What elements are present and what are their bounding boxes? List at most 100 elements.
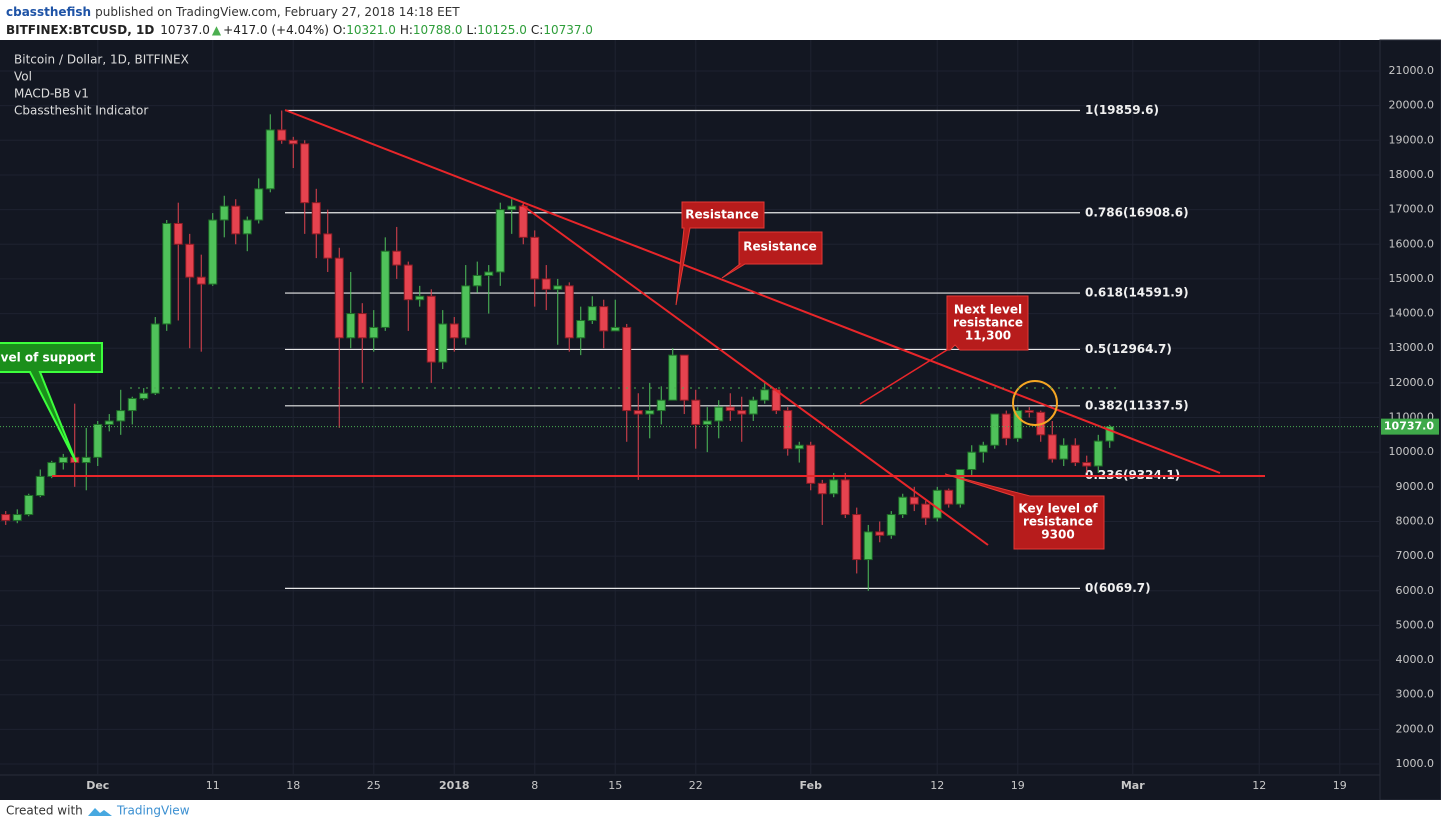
- author-name: cbassthefish: [6, 5, 91, 19]
- candle-body: [1024, 410, 1034, 413]
- y-tick-label: 9000.0: [1396, 480, 1435, 493]
- annotation: resistance: [953, 316, 1023, 330]
- footer-brand[interactable]: TradingView: [116, 804, 190, 818]
- candle-body: [668, 354, 678, 401]
- pointer-line: [859, 344, 956, 405]
- candle-body: [265, 129, 275, 190]
- candle-body: [633, 410, 643, 415]
- ohlc-key: C:: [531, 23, 543, 37]
- y-tick-label: 7000.0: [1396, 549, 1435, 562]
- candle-body: [553, 285, 563, 290]
- candle-body: [104, 420, 114, 425]
- candle-body: [47, 462, 57, 477]
- y-tick-label: 20000.0: [1389, 99, 1435, 112]
- y-tick-label: 19000.0: [1389, 133, 1435, 146]
- candle-body: [403, 264, 413, 301]
- candle-body: [208, 219, 218, 285]
- x-tick-label: 8: [531, 779, 538, 792]
- ohlc-value: 10737.0: [543, 23, 593, 37]
- candle-body: [875, 531, 885, 536]
- ohlc-key: H:: [400, 23, 413, 37]
- candle-body: [898, 496, 908, 516]
- candle-body: [139, 392, 149, 399]
- y-tick-label: 1000.0: [1396, 757, 1435, 770]
- arrow: ▲: [212, 23, 222, 37]
- candle-body: [81, 456, 91, 464]
- callout-box: [944, 473, 1105, 550]
- candle-body: [162, 222, 172, 325]
- candle-body: [1, 514, 11, 521]
- author: cbassthefish published on TradingView.com…: [6, 5, 460, 19]
- trend-line: [521, 204, 989, 546]
- candle-body: [829, 479, 839, 495]
- candle-body: [58, 456, 68, 464]
- callout-box: [721, 231, 823, 279]
- y-tick-label: 4000.0: [1396, 653, 1435, 666]
- candle-body: [219, 205, 229, 221]
- y-tick-label: 6000.0: [1396, 584, 1435, 597]
- candle-body: [415, 295, 425, 301]
- candle-body: [817, 482, 827, 495]
- candle-body: [840, 479, 850, 516]
- candle-body: [610, 326, 620, 332]
- annotation: Resistance: [685, 208, 758, 222]
- ohlc-value: 10125.0: [477, 23, 527, 37]
- last-price-box: [1381, 418, 1439, 435]
- fib-label: 0(6069.7): [1085, 581, 1151, 595]
- candle-body: [116, 410, 126, 422]
- symbol: BITFINEX:BTCUSD, 1D: [6, 23, 154, 37]
- candle-body: [173, 222, 183, 245]
- candle-body: [495, 209, 505, 273]
- x-tick-label: 12: [930, 779, 944, 792]
- x-tick-label: Mar: [1121, 779, 1145, 792]
- candle-body: [346, 313, 356, 339]
- candle-body: [311, 202, 321, 235]
- x-tick-label: Dec: [86, 779, 109, 792]
- x-tick-label: 12: [1252, 779, 1266, 792]
- y-tick-label: 15000.0: [1389, 272, 1435, 285]
- candle-body: [806, 444, 816, 484]
- candle-body: [725, 406, 735, 412]
- candle-body: [24, 494, 34, 516]
- candle-body: [507, 205, 517, 211]
- candle-body: [955, 468, 965, 505]
- x-tick-label: 25: [367, 779, 381, 792]
- indicator-label: Cbasstheshit Indicator: [14, 104, 148, 118]
- candle-body: [438, 323, 448, 363]
- candle-body: [93, 423, 103, 458]
- callouts: Resistance Resistance Next level resista…: [0, 201, 1105, 550]
- candle-body: [1082, 462, 1092, 467]
- x-tick-label: 19: [1011, 779, 1025, 792]
- fib-label: 0.5(12964.7): [1085, 342, 1172, 356]
- candle-body: [645, 410, 655, 415]
- candle-body: [426, 295, 436, 363]
- footer-bar: [0, 800, 1441, 828]
- candle-body: [990, 413, 1000, 446]
- drawings: [52, 109, 1265, 546]
- candle-body: [622, 326, 632, 412]
- y-tick-label: 21000.0: [1389, 64, 1435, 77]
- y-tick-label: 3000.0: [1396, 688, 1435, 701]
- candle-body: [656, 399, 666, 412]
- y-tick-label: 13000.0: [1389, 341, 1435, 354]
- candle-body: [300, 143, 310, 204]
- candle-body: [576, 319, 586, 339]
- candle-body: [886, 514, 896, 536]
- x-tick-label: 18: [286, 779, 300, 792]
- candle-body: [714, 406, 724, 422]
- annotation: resistance: [1023, 515, 1093, 529]
- fib-label: 0.786(16908.6): [1085, 205, 1189, 219]
- candle-body: [530, 236, 540, 280]
- candle-body: [1059, 444, 1069, 460]
- annotation: 11,300: [965, 329, 1011, 343]
- callout-box: [946, 295, 1029, 351]
- x-tick-label: 15: [608, 779, 622, 792]
- indicator-label: Vol: [14, 70, 32, 84]
- candle-body: [357, 313, 367, 339]
- candle-body: [461, 285, 471, 339]
- candle-body: [196, 276, 206, 285]
- footer-text: Created with: [6, 804, 83, 818]
- candle-body: [737, 410, 747, 415]
- trend-line: [284, 109, 1221, 474]
